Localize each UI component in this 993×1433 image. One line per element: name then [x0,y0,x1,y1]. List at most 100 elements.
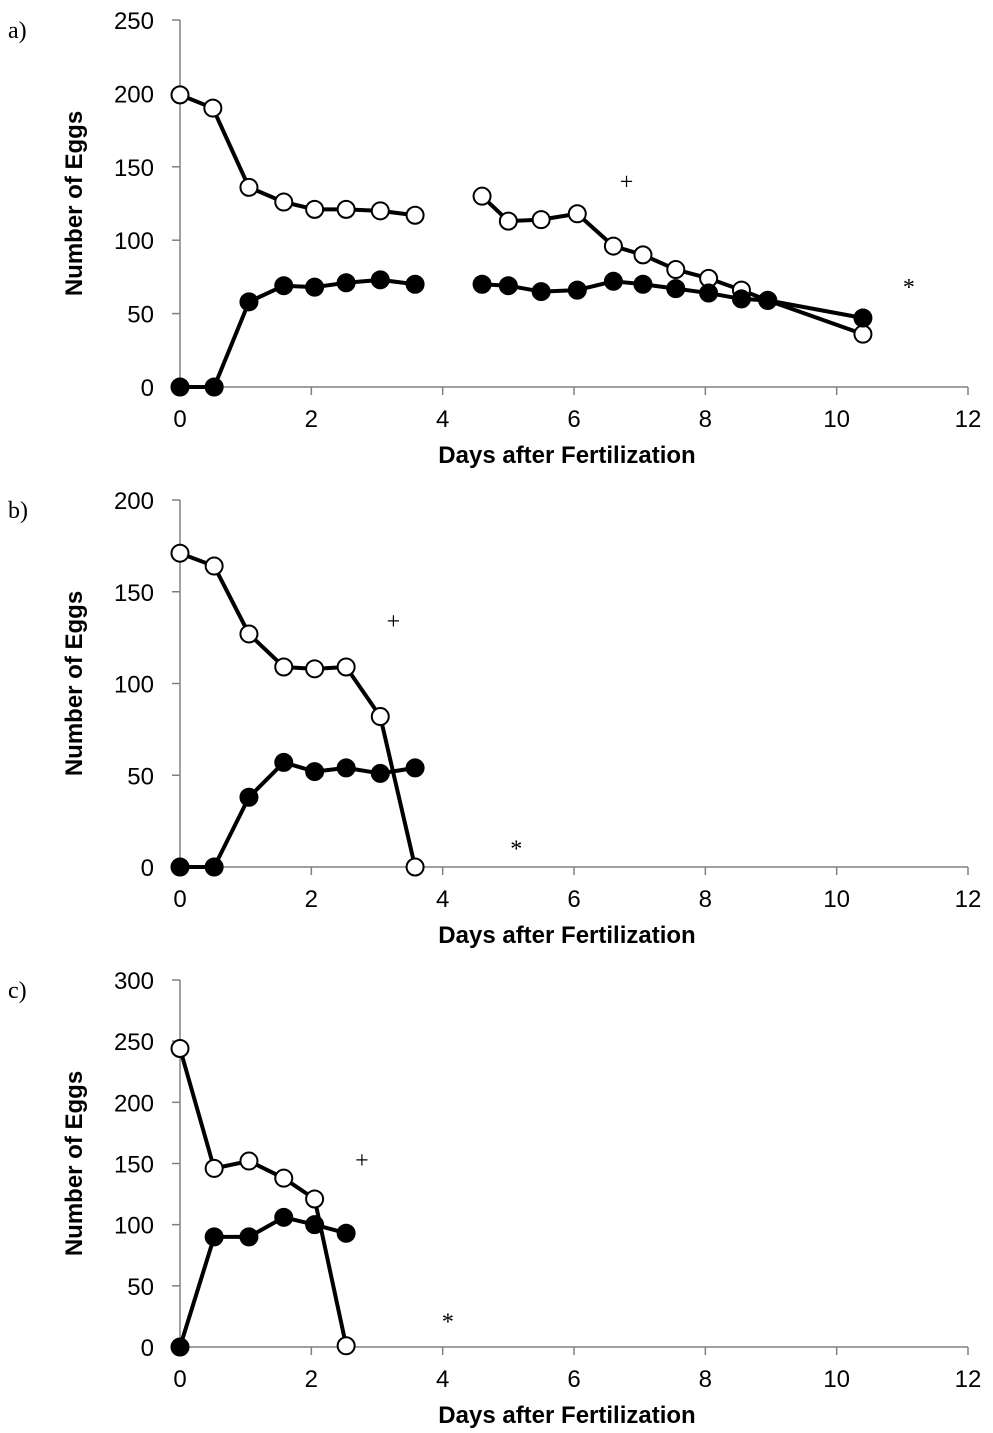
x-tick-label: 12 [955,406,982,433]
panel-label: c) [8,978,27,1004]
filled-circle-point [170,377,190,397]
x-tick-label: 8 [699,406,712,433]
open-circle-point [336,1336,356,1356]
filled-circle-point [531,282,551,302]
x-tick-label: 2 [305,406,318,433]
series-line [180,277,416,389]
y-tick-label: 200 [114,1090,154,1117]
filled-circle-point [204,1227,224,1247]
filled-circle-point [204,377,224,397]
filled-circle-point [305,762,325,782]
x-tick-label: 4 [436,886,449,913]
y-tick-label: 150 [114,1152,154,1179]
asterisk-annotation: * [903,275,915,301]
open-circle-point [336,657,356,677]
open-circle-point [498,211,518,231]
filled-circle-point [498,276,518,296]
chart-panel-1: b) 0 50 100 150 200 0 2 4 6 8 10 12 Days after Fertil… [8,488,981,949]
filled-circle-point [567,280,587,300]
open-circle-point [305,1189,325,1209]
filled-circle-point [336,1223,356,1243]
x-tick-label: 4 [436,406,449,433]
filled-circle-point [204,857,224,877]
chart-panel-0: a) 0 50 100 150 200 250 0 2 4 6 8 10 12 Days after Fer… [8,8,981,469]
open-circle-point [274,1168,294,1188]
x-tick-label: 6 [567,1366,580,1393]
plus-annotation: + [387,609,401,635]
series-line [179,551,418,868]
filled-circle-point [731,289,751,309]
x-axis-title: Days after Fertilization [438,922,695,949]
open-circle-point [305,199,325,219]
open-circle-point [336,199,356,219]
open-circle-point [472,186,492,206]
x-axis-title: Days after Fertilization [438,442,695,469]
open-circle-point [274,657,294,677]
filled-circle-point [633,274,653,294]
y-tick-label: 50 [127,763,154,790]
x-tick-label: 10 [823,886,850,913]
open-circle-point [274,192,294,212]
filled-circle-point [239,292,259,312]
filled-circle-point [305,1215,325,1235]
asterisk-annotation: * [442,1309,454,1335]
filled-circle-point [336,273,356,293]
open-circle-point [204,556,224,576]
filled-circle-point [370,270,390,290]
x-tick-label: 4 [436,1366,449,1393]
y-tick-label: 50 [127,1274,154,1301]
series-open-circles [179,551,418,868]
y-axis-title: Number of Eggs [61,591,88,776]
filled-circle-point [758,290,778,310]
x-tick-label: 12 [955,886,982,913]
filled-circle-point [305,277,325,297]
y-tick-label: 50 [127,302,154,329]
x-tick-label: 6 [567,886,580,913]
open-circle-point [633,245,653,265]
open-circle-point [405,857,425,877]
y-tick-label: 250 [114,1029,154,1056]
y-tick-label: 0 [141,375,154,402]
open-circle-point [370,707,390,727]
x-tick-label: 8 [699,1366,712,1393]
open-circle-point [603,236,623,256]
x-tick-label: 0 [173,886,186,913]
filled-circle-point [274,1207,294,1227]
open-circle-point [203,98,223,118]
x-tick-label: 0 [173,406,186,433]
open-circle-point [239,177,259,197]
y-tick-label: 100 [114,672,154,699]
open-circle-point [170,85,190,105]
asterisk-annotation: * [510,837,522,863]
filled-circle-point [853,308,873,328]
filled-circle-point [666,279,686,299]
y-tick-label: 150 [114,155,154,182]
open-circle-point [405,205,425,225]
y-tick-label: 300 [114,968,154,995]
y-axis-title: Number of Eggs [61,111,88,296]
x-tick-label: 10 [823,1366,850,1393]
open-circle-point [239,624,259,644]
filled-circle-point [274,276,294,296]
filled-circle-point [239,787,259,807]
y-tick-label: 250 [114,8,154,35]
x-tick-label: 8 [699,886,712,913]
filled-circle-point [170,857,190,877]
filled-circle-point [405,274,425,294]
filled-circle-point [699,283,719,303]
filled-circle-point [472,274,492,294]
open-circle-point [170,1039,190,1059]
open-circle-point [853,324,873,344]
y-tick-label: 150 [114,580,154,607]
y-tick-label: 0 [141,1335,154,1362]
open-circle-point [305,659,325,679]
filled-circle-point [405,758,425,778]
open-circle-point [567,204,587,224]
open-circle-point [370,201,390,221]
y-tick-label: 100 [114,228,154,255]
open-circle-point [170,543,190,563]
filled-circle-point [603,271,623,291]
y-tick-label: 200 [114,81,154,108]
panel-label: a) [8,18,27,44]
